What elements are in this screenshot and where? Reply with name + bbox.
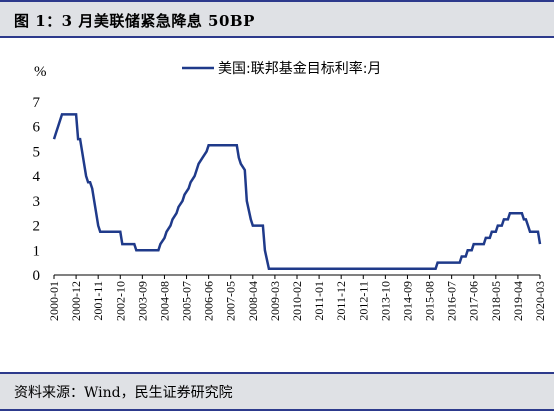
y-axis-ticks: 0 1 2 3 4 5 6 7: [33, 95, 41, 284]
x-tick-label: 2003-09: [135, 281, 149, 321]
x-tick-label: 2006-06: [202, 281, 216, 321]
y-tick-label: 5: [33, 144, 41, 160]
source-note: 资料来源：Wind，民生证券研究院: [14, 385, 233, 401]
legend: 美国:联邦基金目标利率:月: [182, 60, 381, 77]
x-tick-label: 2009-03: [268, 281, 282, 321]
legend-label: 美国:联邦基金目标利率:月: [218, 60, 381, 77]
x-tick-label: 2020-03: [533, 281, 547, 321]
y-tick-label: 6: [33, 120, 41, 136]
y-tick-label: 1: [33, 243, 41, 259]
chart-title: 图 1：3 月美联储紧急降息 50BP: [14, 12, 255, 30]
x-tick-label: 2017-06: [467, 281, 481, 321]
x-tick-label: 2005-07: [180, 281, 194, 321]
x-tick-label: 2019-04: [511, 281, 525, 321]
x-tick-label: 2000-12: [69, 281, 83, 321]
x-tick-label: 2015-08: [423, 281, 437, 321]
x-tick-label: 2011-12: [334, 281, 348, 321]
series-line-fed-funds-rate: [52, 113, 542, 271]
x-axis-ticks: 2000-01 2000-12 2001-11 2002-10 2003-09 2004-…: [47, 275, 547, 321]
y-tick-label: 2: [33, 219, 41, 235]
y-axis-unit: %: [34, 64, 47, 80]
x-tick-label: 2010-02: [290, 281, 304, 321]
x-tick-label: 2004-08: [157, 281, 171, 321]
y-tick-label: 7: [33, 95, 41, 111]
y-tick-label: 4: [33, 169, 41, 185]
x-tick-label: 2012-11: [356, 281, 370, 321]
x-tick-label: 2011-01: [312, 281, 326, 321]
y-tick-label: 3: [33, 194, 41, 210]
title-bar: 图 1：3 月美联储紧急降息 50BP: [0, 0, 554, 38]
x-tick-label: 2000-01: [47, 281, 61, 321]
x-tick-label: 2002-10: [113, 281, 127, 321]
footer-bar: 资料来源：Wind，民生证券研究院: [0, 372, 554, 411]
y-tick-label: 0: [33, 268, 41, 284]
x-tick-label: 2016-07: [445, 281, 459, 321]
x-tick-label: 2013-10: [378, 281, 392, 321]
x-tick-label: 2007-05: [224, 281, 238, 321]
x-tick-label: 2001-11: [91, 281, 105, 321]
x-tick-label: 2018-05: [489, 281, 503, 321]
x-tick-label: 2014-09: [400, 281, 414, 321]
x-tick-label: 2008-04: [246, 281, 260, 321]
